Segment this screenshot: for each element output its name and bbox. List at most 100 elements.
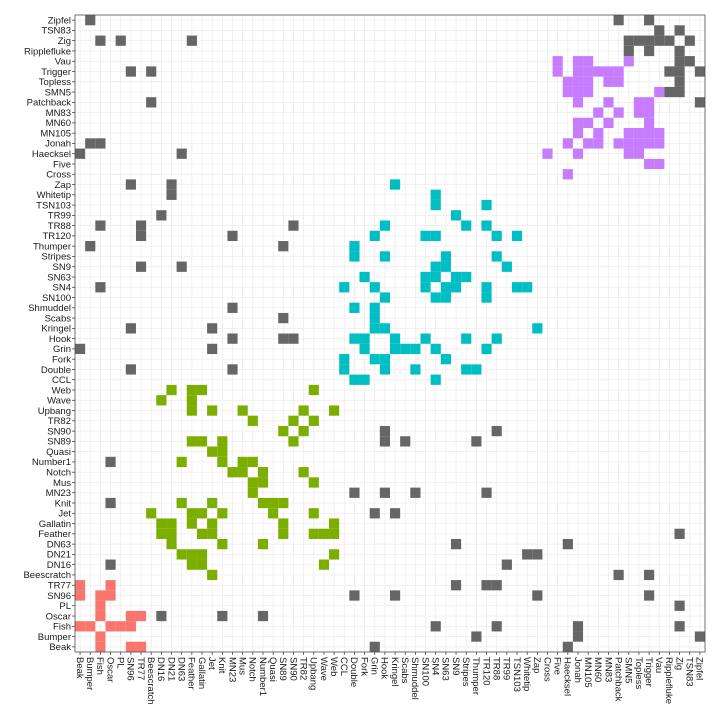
cell-Vau-Jonah: [654, 138, 665, 149]
x-tick-label-Number1: Number1: [257, 657, 268, 696]
cell-SN96-Beak: [125, 641, 136, 652]
cell-Upbang-Jet: [308, 508, 319, 519]
cell-MN23-Shmuddel: [227, 302, 238, 313]
y-tick-label-Fork: Fork: [52, 354, 71, 365]
x-tick-label-Haecksel: Haecksel: [562, 657, 573, 696]
x-tick-label-Ripplefluke: Ripplefluke: [663, 657, 674, 704]
cell-Bumper-Thumper: [85, 241, 96, 252]
x-tick-label-SMN5: SMN5: [623, 657, 634, 683]
cell-Jet-Upbang: [207, 405, 218, 416]
cell-Double-Hook: [349, 333, 360, 344]
cell-Fork-Grin: [359, 343, 370, 355]
cell-DN16-Gallatin: [156, 518, 167, 529]
cell-Fish-Bumper: [95, 631, 106, 642]
cell-Fish-PL: [95, 600, 106, 611]
x-tick-label-Double: Double: [348, 657, 359, 687]
cell-Double-Stripes: [349, 251, 360, 262]
y-tick-label-MN83: MN83: [46, 108, 71, 119]
cell-Upbang-Mus: [308, 477, 319, 488]
cell-Jonah-Topless: [572, 76, 584, 87]
cell-Haecksel-SMN5: [562, 86, 573, 98]
y-tick-label-Zig: Zig: [58, 36, 71, 47]
x-tick-label-Whitetip: Whitetip: [521, 657, 532, 691]
cell-Topless-Jonah: [633, 138, 645, 149]
cell-Fish-Jonah: [95, 138, 106, 149]
cell-Bumper-Jonah: [85, 138, 96, 149]
cell-Oscar-Number1: [105, 456, 116, 468]
cell-DN63-Knit: [176, 497, 187, 509]
cell-SN9-TR99: [450, 210, 462, 221]
cell-Shmuddel-Grin: [410, 343, 421, 355]
cell-Patchback-Topless: [613, 76, 624, 87]
cell-Upbang-TR82: [308, 415, 319, 426]
x-tick-label-Five: Five: [551, 657, 562, 675]
cell-TR88-Fish: [491, 621, 502, 632]
cell-TSN103-TR120: [511, 230, 523, 242]
cell-DN21-DN63: [166, 538, 177, 550]
cell-Zig-Vau: [674, 56, 685, 67]
y-tick-label-Fish: Fish: [53, 622, 71, 633]
x-tick-label-CCL: CCL: [338, 657, 349, 676]
x-tick-label-Beak: Beak: [74, 657, 85, 679]
cell-Zig-Ripplefluke: [674, 45, 685, 57]
cell-Web-Gallatin: [329, 518, 340, 529]
x-tick-label-PL: PL: [115, 657, 126, 669]
x-tick-label-TR99: TR99: [501, 657, 512, 680]
y-tick-label-Double: Double: [41, 365, 71, 376]
cell-Fish-SN96: [95, 590, 106, 601]
cell-Knit-Number1: [217, 456, 228, 468]
cell-TR120-TR88: [481, 220, 492, 231]
plot-border: [74, 14, 706, 653]
y-tick-label-Jet: Jet: [58, 509, 71, 520]
x-tick-label-MN60: MN60: [592, 657, 603, 682]
cell-MN23-Hook: [227, 333, 238, 344]
y-tick-label-Trigger: Trigger: [41, 67, 71, 78]
cell-Patchback-Jonah: [613, 138, 624, 149]
cell-Wave-DN16: [318, 559, 330, 570]
y-tick-label-SN9: SN9: [53, 262, 71, 273]
cell-Hook-SN89: [379, 436, 390, 447]
cell-Trigger-Jonah: [644, 138, 655, 149]
cell-TSN103-SN4: [511, 282, 523, 293]
x-tick-label-Fork: Fork: [358, 657, 369, 676]
cell-Zap-SN96: [532, 590, 543, 601]
cell-SN90-TR88: [288, 220, 299, 231]
cell-Grin-Shmuddel: [369, 302, 380, 313]
cell-Grin-Scabs: [369, 312, 380, 324]
cell-Beescratch-Patchback: [146, 97, 157, 108]
cell-Jet-Feather: [207, 528, 218, 539]
cell-Quasi-Jet: [268, 508, 279, 519]
cell-Trigger-MN83: [644, 107, 655, 118]
cell-Topless-Haecksel: [633, 148, 645, 159]
y-tick-label-Notch: Notch: [46, 468, 71, 479]
y-tick-label-Scabs: Scabs: [45, 313, 72, 324]
cell-TR120-SN100: [481, 292, 492, 303]
cell-Shmuddel-Double: [410, 364, 421, 375]
cell-Fork-CCL: [359, 374, 370, 385]
y-tick-label-TSN103: TSN103: [36, 200, 71, 211]
cell-Vau-Five: [654, 158, 665, 170]
cell-Web-DN21: [329, 549, 340, 560]
y-tick-label-Five: Five: [53, 159, 71, 170]
cell-Vau-TSN83: [654, 25, 665, 36]
cell-Shmuddel-MN23: [410, 487, 421, 498]
cell-Trigger-Beescratch: [644, 569, 655, 581]
y-tick-label-SN4: SN4: [53, 283, 71, 294]
cell-Topless-MN83: [633, 107, 645, 118]
cell-CCL-Double: [339, 364, 350, 375]
y-tick-label-Gallatin: Gallatin: [39, 519, 71, 530]
cell-MN105-Vau: [583, 56, 594, 67]
cell-Grin-Fork: [369, 354, 380, 365]
cell-Number1-Knit: [257, 497, 269, 509]
cell-Beak-TR77: [75, 580, 86, 591]
cell-Trigger-MN105: [644, 128, 655, 139]
cell-Five-Vau: [552, 56, 563, 67]
x-tick-label-MN23: MN23: [226, 657, 237, 682]
cell-Whitetip-DN21: [522, 549, 533, 560]
y-tick-label-DN16: DN16: [47, 560, 71, 571]
cell-SN89-SN90: [278, 425, 289, 437]
cell-SN96-Oscar: [125, 610, 136, 622]
cell-Feather-DN16: [186, 559, 197, 570]
cell-SN100-SN63: [420, 271, 431, 283]
